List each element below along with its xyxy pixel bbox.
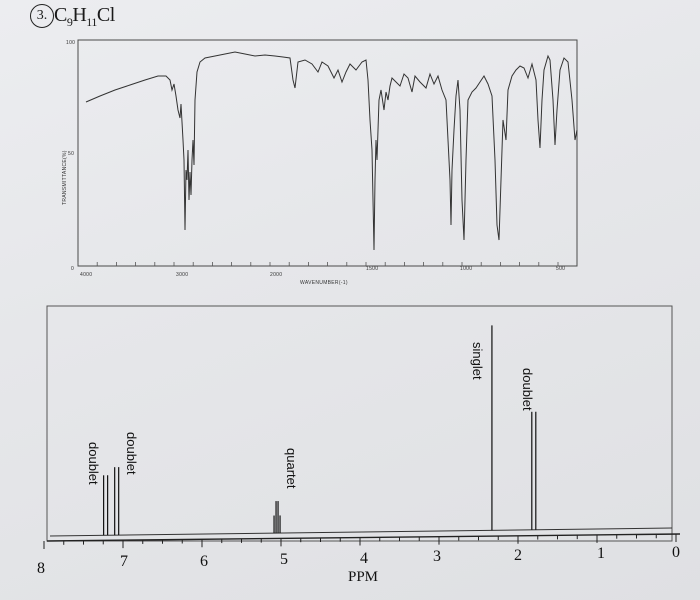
nmr-x-tick-label: 2: [514, 547, 522, 564]
nmr-peak-label-quartet: quartet: [284, 448, 299, 489]
nmr-x-axis-label: PPM: [348, 569, 378, 585]
ir-y-tick-label: 100: [66, 40, 75, 46]
nmr-x-tick-label: 5: [280, 551, 288, 568]
ir-trace: [85, 51, 578, 251]
ir-spectrum: TRANSMITTANCE(%) 100 50 0 4000 3000 2000…: [62, 39, 578, 286]
nmr-frame: [46, 305, 673, 542]
nmr-baseline: [49, 527, 673, 537]
ir-y-tick-label: 0: [71, 266, 74, 272]
nmr-peak-label-doublet: doublet: [520, 368, 535, 411]
formula-part: 11: [86, 15, 97, 29]
ir-x-tick-label: 1000: [460, 266, 472, 272]
ir-x-tick-label: 500: [556, 266, 565, 272]
formula-part: 9: [66, 15, 73, 29]
molecular-formula: C9H11Cl: [54, 4, 115, 30]
question-number-circle: 3.: [30, 4, 54, 28]
ir-tick-marks: [77, 262, 559, 266]
nmr-peaks: [103, 325, 537, 536]
formula-part: C: [54, 4, 67, 26]
nmr-x-tick-label: 6: [200, 553, 208, 570]
ir-x-tick-label: 3000: [176, 272, 188, 278]
question-number: 3.: [36, 8, 48, 23]
nmr-x-tick-label: 7: [120, 553, 128, 570]
nmr-peak-label-doublet: doublet: [86, 442, 101, 485]
ir-x-axis-label: WAVENUMBER(-1): [300, 280, 348, 286]
nmr-tick-marks: [43, 534, 677, 550]
nmr-peak-label-singlet: singlet: [470, 342, 485, 380]
nmr-x-tick-label: 1: [597, 545, 605, 562]
nmr-x-tick-label: 3: [433, 548, 441, 565]
nmr-x-axis: [46, 533, 681, 542]
ir-x-tick-label: 4000: [80, 272, 92, 278]
nmr-x-tick-label: 4: [360, 550, 368, 567]
formula-part: Cl: [96, 4, 115, 26]
ir-y-axis-label: TRANSMITTANCE(%): [62, 150, 68, 205]
ir-x-tick-label: 2000: [270, 272, 282, 278]
nmr-x-tick-label: 0: [672, 544, 680, 561]
nmr-x-tick-label: 8: [37, 560, 45, 577]
nmr-peak-label-doublet: doublet: [124, 432, 139, 475]
formula-part: H: [72, 4, 87, 26]
nmr-spectrum: 8 7 6 5 4 3 2 1 0 PPM doublet doublet qu…: [37, 305, 681, 585]
ir-y-tick-label: 50: [68, 151, 74, 157]
ir-x-tick-label: 1500: [366, 266, 378, 272]
